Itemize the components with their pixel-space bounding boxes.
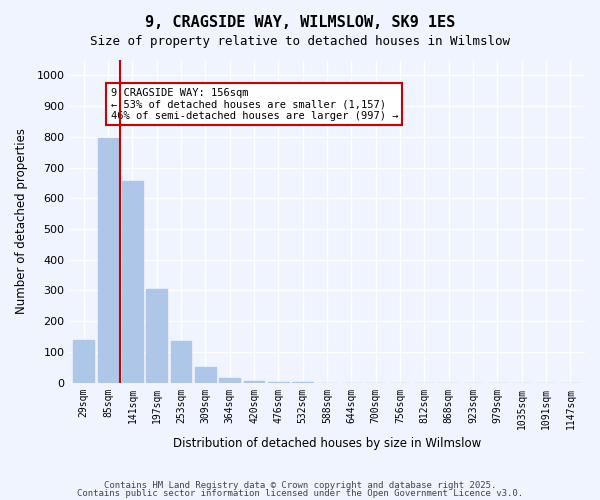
Bar: [146, 289, 167, 382]
Text: 9 CRAGSIDE WAY: 156sqm
← 53% of detached houses are smaller (1,157)
46% of semi-: 9 CRAGSIDE WAY: 156sqm ← 53% of detached…: [110, 88, 398, 121]
X-axis label: Distribution of detached houses by size in Wilmslow: Distribution of detached houses by size …: [173, 437, 481, 450]
Bar: [195, 368, 216, 382]
Text: Size of property relative to detached houses in Wilmslow: Size of property relative to detached ho…: [90, 35, 510, 48]
Text: Contains HM Land Registry data © Crown copyright and database right 2025.: Contains HM Land Registry data © Crown c…: [104, 481, 496, 490]
Bar: [171, 341, 191, 382]
Bar: [244, 381, 265, 382]
Bar: [122, 182, 143, 382]
Bar: [73, 340, 94, 382]
Text: Contains public sector information licensed under the Open Government Licence v3: Contains public sector information licen…: [77, 488, 523, 498]
Text: 9, CRAGSIDE WAY, WILMSLOW, SK9 1ES: 9, CRAGSIDE WAY, WILMSLOW, SK9 1ES: [145, 15, 455, 30]
Y-axis label: Number of detached properties: Number of detached properties: [15, 128, 28, 314]
Bar: [220, 378, 240, 382]
Bar: [98, 138, 118, 382]
